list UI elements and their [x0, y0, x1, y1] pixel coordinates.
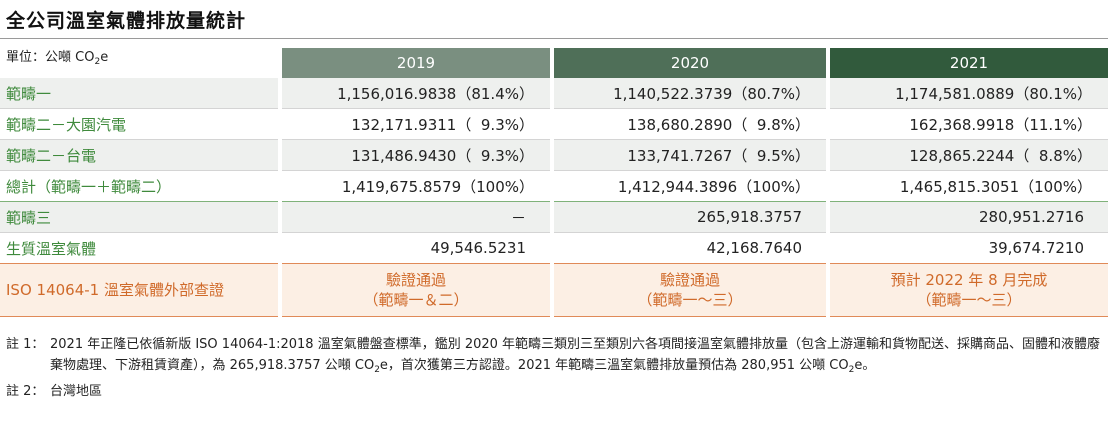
header-year-2019: 2019 — [278, 48, 552, 78]
unit-prefix: 單位：公噸 CO — [6, 50, 95, 65]
emissions-table: 2019 2020 2021 範疇一 1,156,016.9838（81.4%）… — [0, 48, 1108, 317]
value-cell: 138,680.2890（ 9.8%） — [550, 108, 828, 140]
footnote-text-part: e。 — [854, 358, 876, 373]
table-row-scope3: 範疇三 － 265,918.3757 280,951.2716 — [0, 201, 1108, 233]
table-row-iso-verification: ISO 14064-1 溫室氣體外部查證 驗證通過 （範疇一＆二） 驗證通過 （… — [0, 263, 1108, 317]
page-title: 全公司溫室氣體排放量統計 — [6, 10, 247, 32]
value-cell: 1,412,944.3896（100%） — [550, 170, 828, 202]
value-cell: 280,951.2716 — [826, 201, 1108, 233]
unit-suffix: e — [100, 50, 109, 65]
footnotes: 註 1： 2021 年正隆已依循新版 ISO 14064-1:2018 溫室氣體… — [6, 334, 1106, 402]
value-cell: 128,865.2244（ 8.8%） — [826, 139, 1108, 171]
verification-status: 驗證通過 — [659, 271, 720, 289]
table-row-biogenic: 生質溫室氣體 49,546.5231 42,168.7640 39,674.72… — [0, 232, 1108, 264]
footnote-subscript: 2 — [848, 365, 855, 375]
row-label: 範疇二－台電 — [0, 139, 280, 171]
verification-status: 驗證通過 — [385, 271, 446, 289]
footnote-subscript: 2 — [374, 365, 380, 375]
unit-subscript: 2 — [94, 57, 101, 67]
value-cell: 162,368.9918（11.1%） — [826, 108, 1108, 140]
verification-status: 預計 2022 年 8 月完成 — [890, 271, 1048, 289]
table-row-scope1: 範疇一 1,156,016.9838（81.4%） 1,140,522.3739… — [0, 78, 1108, 109]
table-row-scope2-dayuan: 範疇二－大園汽電 132,171.9311（ 9.3%） 138,680.289… — [0, 108, 1108, 140]
value-cell: 265,918.3757 — [550, 201, 828, 233]
row-label: ISO 14064-1 溫室氣體外部查證 — [0, 263, 280, 317]
row-label: 生質溫室氣體 — [0, 232, 280, 264]
row-label: 範疇三 — [0, 201, 280, 233]
value-cell: 1,419,675.8579（100%） — [278, 170, 552, 202]
table-row-scope2-taipower: 範疇二－台電 131,486.9430（ 9.3%） 133,741.7267（… — [0, 139, 1108, 171]
footnote-text-part: 2021 年正隆已依循新版 ISO 14064-1:2018 溫室氣體盤查標準，… — [50, 337, 1101, 373]
value-cell: 39,674.7210 — [826, 232, 1108, 264]
verification-scope: （範疇一～三） — [637, 291, 743, 309]
value-cell: 1,140,522.3739（80.7%） — [550, 78, 828, 109]
title-divider — [0, 38, 1108, 39]
footnote-text: 台灣地區 — [50, 384, 103, 399]
value-cell: 42,168.7640 — [550, 232, 828, 264]
verification-scope: （範疇一＆二） — [363, 291, 469, 309]
verification-cell: 驗證通過 （範疇一～三） — [550, 263, 828, 317]
row-label: 範疇二－大園汽電 — [0, 108, 280, 140]
value-cell: 1,156,016.9838（81.4%） — [278, 78, 552, 109]
footnote-2: 註 2： 台灣地區 — [6, 381, 1106, 402]
footnote-text: 2021 年正隆已依循新版 ISO 14064-1:2018 溫室氣體盤查標準，… — [50, 334, 1106, 381]
verification-cell: 驗證通過 （範疇一＆二） — [278, 263, 552, 317]
footnote-text-part: e，首次獲第三方認證。2021 年範疇三溫室氣體排放量預估為 280,951 公… — [379, 358, 849, 373]
footnote-1: 註 1： 2021 年正隆已依循新版 ISO 14064-1:2018 溫室氣體… — [6, 334, 1106, 381]
unit-label: 單位：公噸 CO2e — [6, 46, 108, 67]
footnote-key: 註 2： — [6, 384, 45, 399]
footnote-key: 註 1： — [6, 337, 45, 352]
table-header-row: 2019 2020 2021 — [0, 48, 1108, 78]
value-cell: 132,171.9311（ 9.3%） — [278, 108, 552, 140]
verification-cell: 預計 2022 年 8 月完成 （範疇一～三） — [826, 263, 1108, 317]
value-cell: 131,486.9430（ 9.3%） — [278, 139, 552, 171]
value-cell: 49,546.5231 — [278, 232, 552, 264]
value-cell: 133,741.7267（ 9.5%） — [550, 139, 828, 171]
row-label: 總計（範疇一＋範疇二） — [0, 170, 280, 202]
value-cell: － — [278, 201, 552, 233]
value-cell: 1,465,815.3051（100%） — [826, 170, 1108, 202]
header-year-2020: 2020 — [550, 48, 828, 78]
verification-scope: （範疇一～三） — [916, 291, 1022, 309]
row-label: 範疇一 — [0, 78, 280, 109]
header-year-2021: 2021 — [826, 48, 1108, 78]
header-blank-cell — [0, 48, 280, 78]
table-row-total: 總計（範疇一＋範疇二） 1,419,675.8579（100%） 1,412,9… — [0, 170, 1108, 202]
value-cell: 1,174,581.0889（80.1%） — [826, 78, 1108, 109]
